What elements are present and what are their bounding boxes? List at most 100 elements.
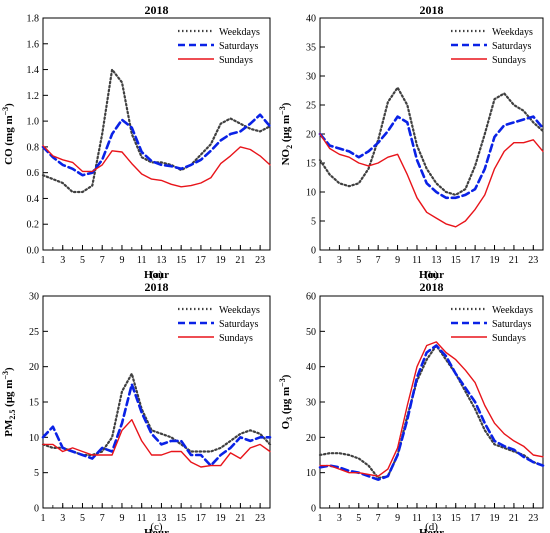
x-tick-label: 9: [395, 255, 400, 266]
y-axis-label-part: NO: [280, 148, 292, 165]
x-tick-label: 5: [356, 255, 361, 266]
x-tick-label: 15: [451, 513, 461, 524]
y-axis-label: O3 (μg m−3): [278, 374, 294, 429]
y-tick-label: 10: [29, 433, 39, 444]
y-axis-label-part: O: [280, 420, 292, 429]
panel-caption: (b): [425, 269, 438, 281]
legend-label: Saturdays: [219, 41, 259, 52]
y-tick-label: 40: [306, 362, 316, 373]
y-axis-label-sub: 3: [285, 417, 294, 421]
x-tick-label: 11: [137, 255, 147, 266]
legend-label: Weekdays: [219, 305, 260, 316]
x-tick-label: 3: [60, 255, 65, 266]
series-line-weekdays: [318, 344, 545, 480]
x-tick-label: 1: [41, 255, 46, 266]
y-tick-label: 1.6: [27, 39, 40, 50]
y-axis-label: NO2 (μg m−3): [278, 102, 294, 165]
x-tick-label: 13: [431, 513, 441, 524]
y-axis-label-sup: −3: [278, 378, 287, 387]
legend-label: Sundays: [219, 55, 253, 66]
y-tick-label: 1.2: [27, 91, 40, 102]
series-line-sundays: [42, 419, 271, 468]
x-tick-label: 17: [196, 255, 206, 266]
y-tick-label: 10: [306, 188, 316, 199]
x-tick-label: 15: [176, 255, 186, 266]
y-axis-label-part: ): [280, 102, 292, 106]
x-tick-label: 11: [137, 513, 147, 524]
x-tick-label: 17: [470, 255, 480, 266]
x-tick-label: 7: [376, 255, 381, 266]
x-tick-label: 15: [176, 513, 186, 524]
x-tick-label: 13: [156, 513, 166, 524]
series-line-weekdays: [41, 372, 272, 457]
y-axis-label-sup: −3: [1, 107, 10, 116]
y-tick-label: 0.4: [27, 194, 40, 205]
chart-title: 2018: [145, 280, 169, 294]
y-axis-label-sub: 2: [285, 145, 294, 149]
y-tick-label: 25: [306, 101, 316, 112]
legend-label: Saturdays: [492, 319, 532, 330]
series-line-weekdays: [318, 86, 545, 196]
x-tick-label: 7: [100, 513, 105, 524]
y-axis-label-part: ): [3, 367, 15, 371]
x-tick-label: 1: [41, 513, 46, 524]
legend-label: Weekdays: [492, 305, 533, 316]
series-line-sundays: [42, 144, 271, 188]
y-tick-label: 5: [311, 217, 316, 228]
y-tick-label: 15: [29, 398, 39, 409]
y-axis-label: CO (mg m−3): [1, 103, 15, 165]
x-tick-label: 11: [412, 255, 422, 266]
x-tick-label: 3: [337, 255, 342, 266]
panel-caption: (d): [425, 521, 438, 533]
y-tick-label: 35: [306, 43, 316, 54]
x-tick-label: 5: [80, 255, 85, 266]
x-tick-label: 3: [60, 513, 65, 524]
panel-caption: (a): [150, 269, 163, 281]
y-axis-label-part: ): [3, 103, 15, 107]
x-tick-label: 15: [451, 255, 461, 266]
x-tick-label: 21: [509, 255, 519, 266]
plot-frame: [42, 17, 271, 251]
x-tick-label: 23: [528, 513, 538, 524]
legend-label: Sundays: [492, 55, 526, 66]
x-axis-label: Hour: [419, 269, 444, 281]
x-tick-label: 21: [509, 513, 519, 524]
y-tick-label: 0: [34, 504, 39, 515]
y-axis-label-sup: −3: [1, 371, 10, 380]
x-tick-label: 19: [490, 255, 500, 266]
legend-label: Saturdays: [492, 41, 532, 52]
legend-label: Weekdays: [492, 27, 533, 38]
y-axis-label-sub: 2.5: [8, 410, 17, 420]
x-tick-label: 5: [80, 513, 85, 524]
chart-title: 2018: [145, 3, 169, 17]
chart-title: 2018: [420, 3, 444, 17]
y-tick-label: 0.0: [27, 246, 40, 257]
y-tick-label: 0.8: [27, 142, 40, 153]
x-axis-label: Hour: [144, 527, 169, 533]
y-axis-label-part: (μg m: [3, 380, 15, 410]
y-tick-label: 30: [306, 398, 316, 409]
y-axis-label-part: (μg m: [280, 115, 292, 145]
y-axis-label-part: CO (mg m: [3, 115, 15, 165]
x-tick-label: 5: [356, 513, 361, 524]
panel-caption: (c): [150, 521, 163, 533]
x-tick-label: 21: [235, 513, 245, 524]
y-tick-label: 30: [306, 72, 316, 83]
x-tick-label: 7: [100, 255, 105, 266]
y-tick-label: 1.8: [27, 14, 40, 25]
x-tick-label: 23: [255, 255, 265, 266]
y-tick-label: 0: [311, 246, 316, 257]
x-tick-label: 13: [156, 255, 166, 266]
series-line-saturdays: [41, 113, 272, 177]
y-tick-label: 15: [306, 159, 316, 170]
y-tick-label: 0.2: [27, 220, 40, 231]
legend-label: Sundays: [492, 333, 526, 344]
legend-label: Weekdays: [219, 27, 260, 38]
x-tick-label: 19: [216, 255, 226, 266]
x-tick-label: 23: [255, 513, 265, 524]
y-tick-label: 10: [306, 468, 316, 479]
x-tick-label: 17: [470, 513, 480, 524]
